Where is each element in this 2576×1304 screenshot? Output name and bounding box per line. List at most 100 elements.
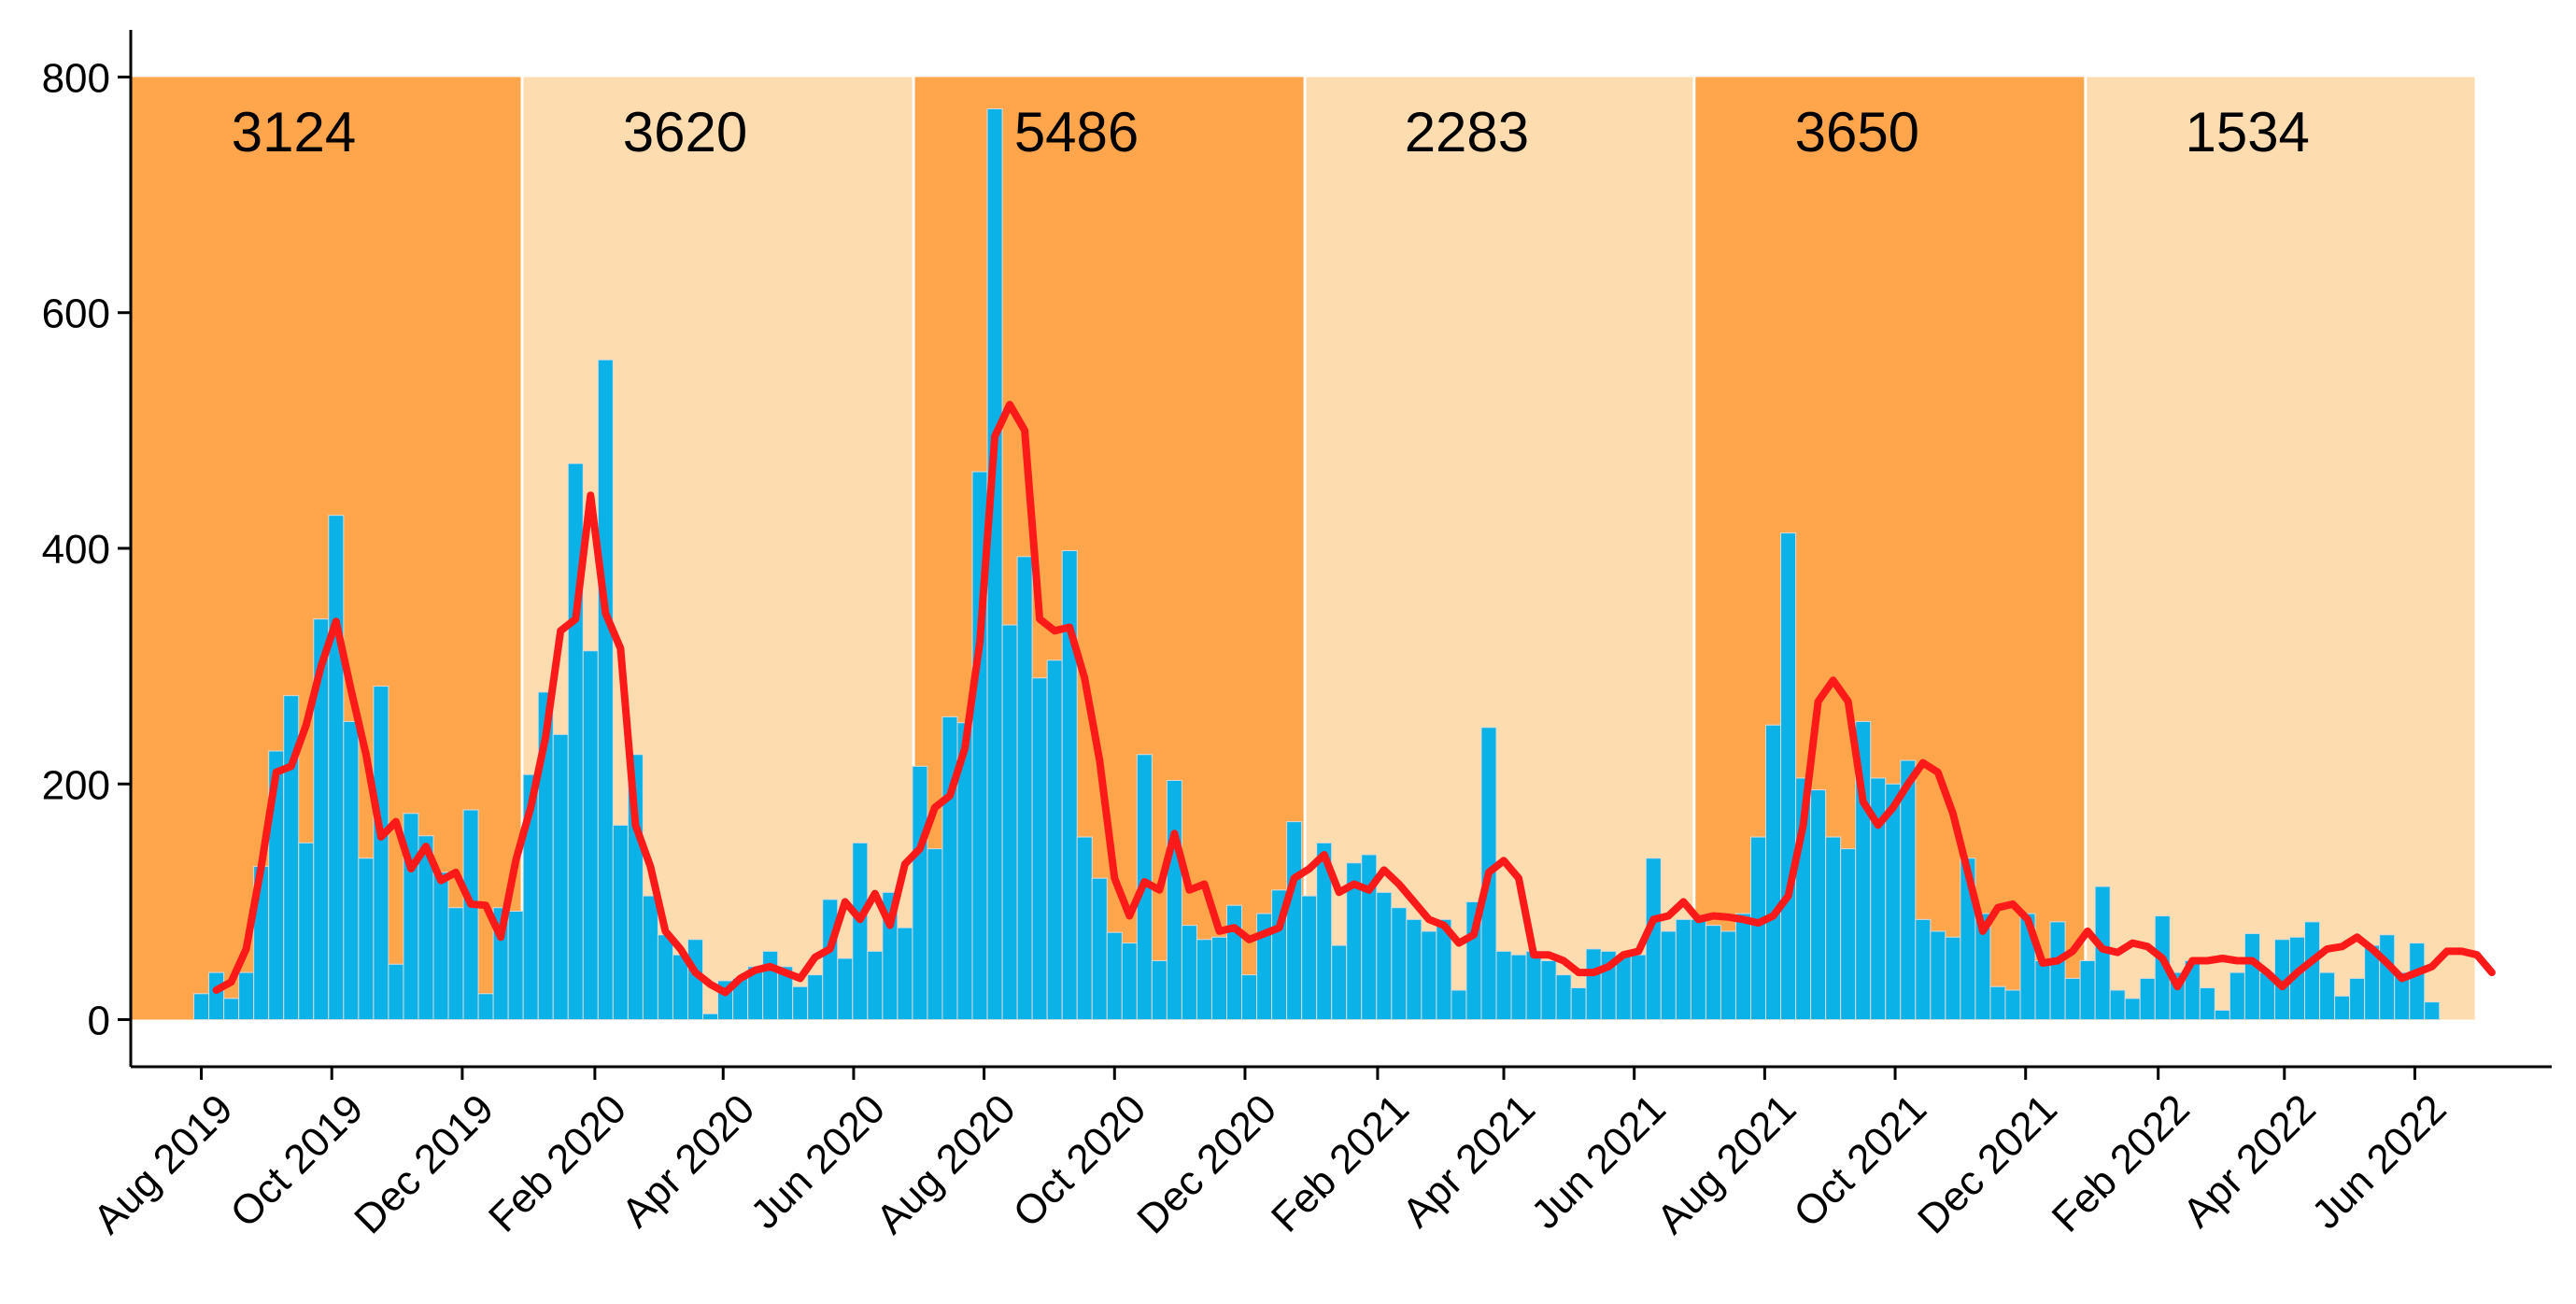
bar [1555,974,1572,1021]
x-tick-label: Apr 2020 [613,1085,763,1236]
bar [2049,921,2066,1021]
bar [462,809,479,1021]
period-total-label: 3650 [1795,101,1919,163]
bar [1376,891,1393,1021]
bar [1016,556,1033,1021]
bar [1225,904,1243,1021]
bar [1825,836,1842,1021]
bar [2229,971,2245,1021]
bar [2004,989,2021,1021]
bar [373,686,389,1021]
bar-series [193,108,2441,1021]
bar [1974,913,1991,1021]
bar [657,934,673,1021]
y-tick-label: 800 [42,55,110,101]
x-tick-label: Dec 2019 [346,1085,502,1242]
bar [2124,998,2141,1021]
bar [1780,532,1797,1021]
bar [1166,779,1182,1021]
x-tick-label: Apr 2022 [2174,1085,2325,1236]
bar [1406,918,1422,1021]
bar [1210,936,1227,1021]
bar [1301,895,1318,1021]
period-total-label: 1534 [2185,101,2309,163]
x-tick-label: Aug 2019 [85,1085,242,1242]
bar [1421,930,1437,1021]
x-tick-label: Apr 2021 [1394,1085,1544,1236]
bar [807,974,824,1021]
bar [1749,836,1767,1021]
bar [1061,550,1078,1021]
bar [2079,959,2096,1021]
x-tick-label: Aug 2021 [1649,1085,1805,1242]
bar [941,716,958,1021]
x-tick-label: Feb 2020 [480,1085,635,1240]
bar [358,858,375,1021]
bar [1900,759,1917,1021]
bar [328,515,345,1021]
x-tick-label: Dec 2020 [1128,1085,1285,1242]
bar [1181,925,1197,1021]
bar [2424,1001,2441,1021]
bar [1930,930,1946,1021]
bar [986,108,1003,1021]
bar [1316,842,1333,1021]
bar [1840,848,1857,1021]
bar [1106,931,1123,1021]
bar [1391,907,1408,1021]
period-bands [131,77,2475,1020]
bar [582,650,599,1021]
bar [432,872,449,1021]
bar [612,824,629,1021]
bar [1451,989,1467,1021]
bar [912,765,928,1021]
bar [2034,959,2051,1021]
x-tick-label: Feb 2021 [1263,1085,1418,1240]
bar [1540,959,1557,1021]
moving-average-line [212,401,2496,997]
y-tick-label: 200 [42,762,110,808]
period-total-label: 2283 [1405,101,1529,163]
bar [852,842,869,1021]
bar [447,907,464,1021]
bar [702,1013,719,1021]
bar [1076,836,1093,1021]
bar [1945,936,1961,1021]
x-tick-label: Feb 2022 [2044,1085,2199,1240]
bar [1690,918,1706,1021]
bar [2139,977,2156,1021]
bar [897,927,913,1021]
bar [1510,954,1527,1021]
y-tick-label: 600 [42,291,110,337]
bar [1810,789,1827,1021]
bar [388,963,404,1021]
bar [792,985,809,1021]
bar [1585,948,1602,1021]
bar [1331,944,1348,1021]
bar [1286,821,1303,1021]
bar [343,720,360,1021]
bar [2319,971,2336,1021]
bar [223,998,240,1021]
bar [672,954,688,1021]
x-tick-label: Jun 2022 [2303,1085,2456,1238]
bar [238,971,255,1021]
bar [1660,930,1677,1021]
bar [2304,921,2321,1021]
bar [1525,950,1542,1021]
bar [1989,985,2006,1021]
bar [298,842,315,1021]
bar [867,950,884,1021]
period-total-label: 3124 [232,101,356,163]
moving-average-series [212,401,2496,997]
bar [193,993,210,1021]
bar [552,733,569,1021]
bar [1196,939,1212,1021]
bar [507,911,524,1021]
bar [2349,977,2366,1021]
bar [1915,918,1932,1021]
bar [477,993,494,1021]
bar [2379,934,2396,1021]
